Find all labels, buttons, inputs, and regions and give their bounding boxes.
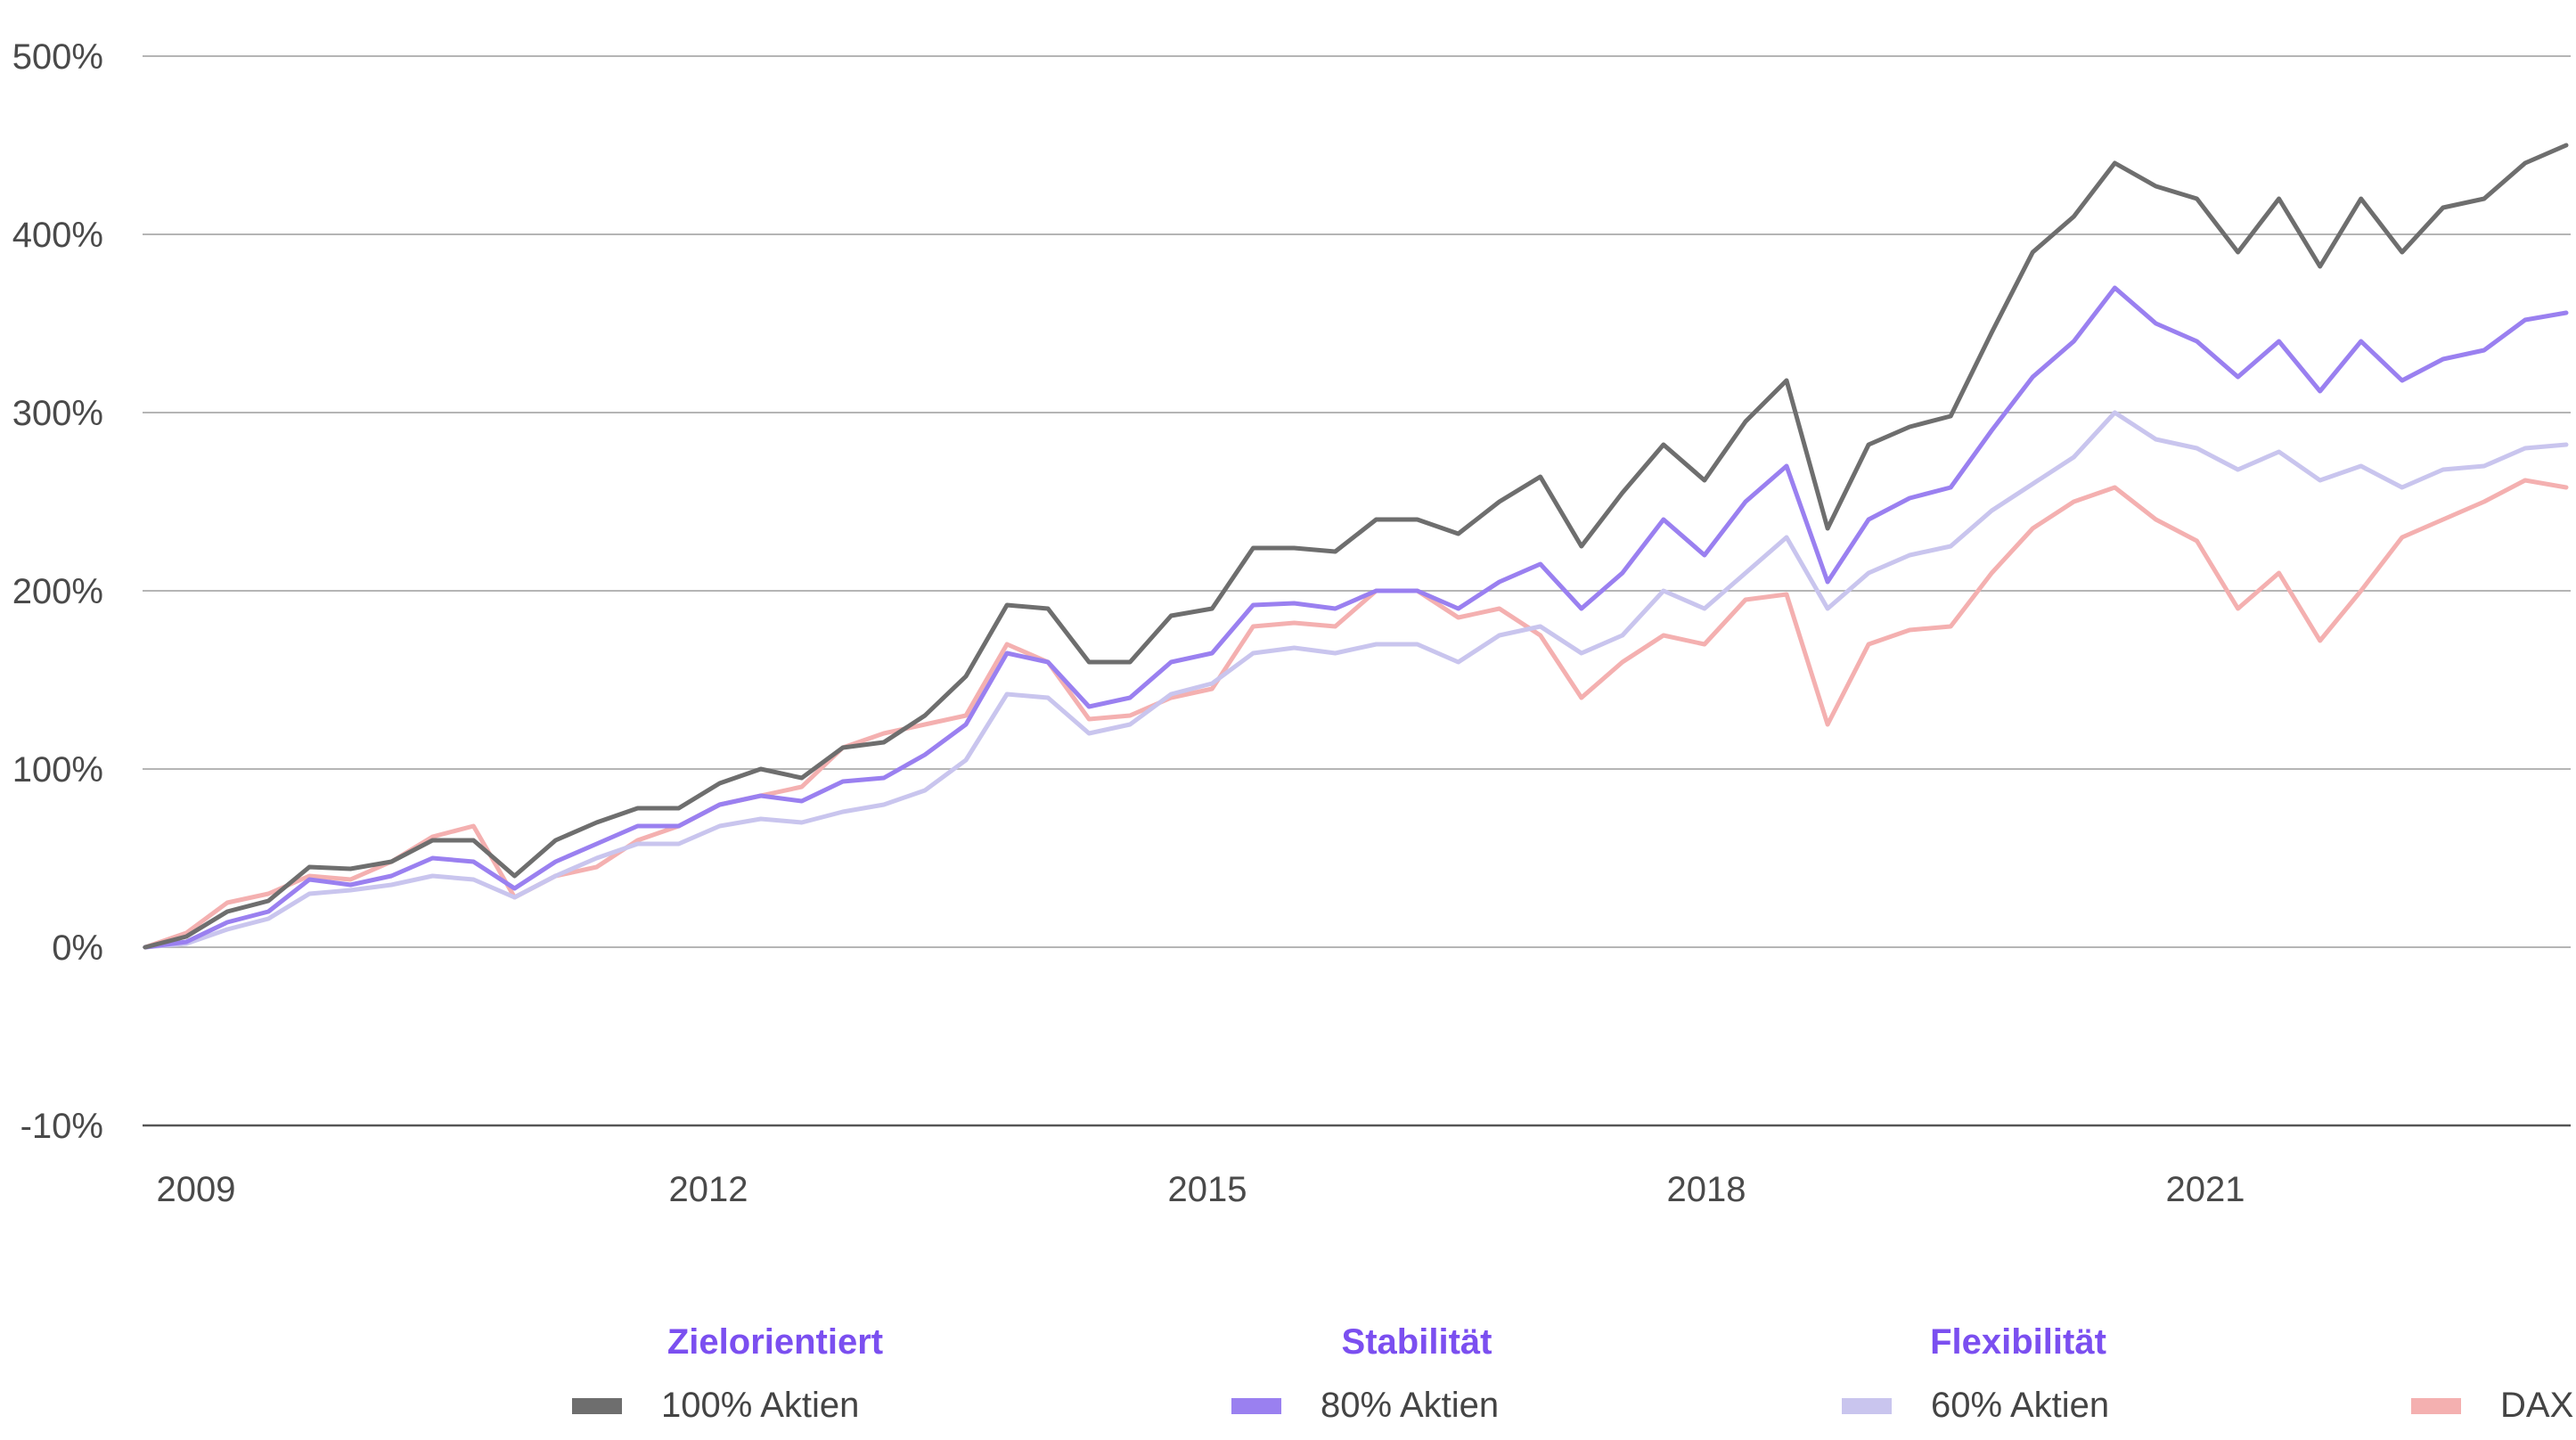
y-tick-label: 200% [12,572,103,611]
series-lines [143,143,2569,950]
legend-item-60-aktien: 60% Aktien [1842,1386,2109,1426]
series-line-dax [143,478,2569,950]
x-tick-label: 2018 [1667,1170,1746,1209]
y-tick-label: 0% [52,929,103,968]
y-tick-label: -10% [20,1107,103,1146]
legend-item-dax: DAX [2411,1386,2573,1426]
legend-label: DAX [2500,1386,2574,1425]
x-axis-ticks: 2009 2012 2015 2018 2021 [157,1170,2245,1209]
x-tick-label: 2015 [1168,1170,1247,1209]
legend-item-80-aktien: 80% Aktien [1231,1386,1499,1426]
legend-group-title: Zielorientiert [666,1322,884,1362]
legend-group-title: Flexibilität [1930,1322,2106,1362]
gridlines [143,55,2571,1127]
legend-label: 60% Aktien [1931,1386,2110,1425]
x-tick-label: 2012 [669,1170,748,1209]
x-tick-label: 2021 [2166,1170,2245,1209]
legend-group-zielorientiert: Zielorientiert [642,1317,909,1367]
legend-swatch [572,1397,622,1414]
legend-label: 80% Aktien [1321,1386,1500,1425]
legend-swatch [1231,1397,1281,1414]
y-tick-label: 500% [12,37,103,77]
legend-label: 100% Aktien [661,1386,860,1425]
legend-group-flexibilitaet: Flexibilität [1885,1317,2152,1367]
series-line-60-aktien [143,410,2569,950]
x-tick-label: 2009 [157,1170,236,1209]
y-tick-label: 100% [12,750,103,790]
legend-group-stabilitaet: Stabilität [1283,1317,1550,1367]
legend-item-100-aktien: 100% Aktien [572,1386,859,1426]
y-axis-ticks: 500% 400% 300% 200% 100% 0% -10% [12,37,103,1146]
legend-swatch [1842,1397,1892,1414]
legend-swatch [2411,1397,2461,1414]
y-tick-label: 300% [12,394,103,433]
y-tick-label: 400% [12,216,103,255]
legend-group-title: Stabilität [1341,1322,1492,1362]
series-line-80-aktien [143,285,2569,950]
series-line-100-aktien [143,143,2569,950]
